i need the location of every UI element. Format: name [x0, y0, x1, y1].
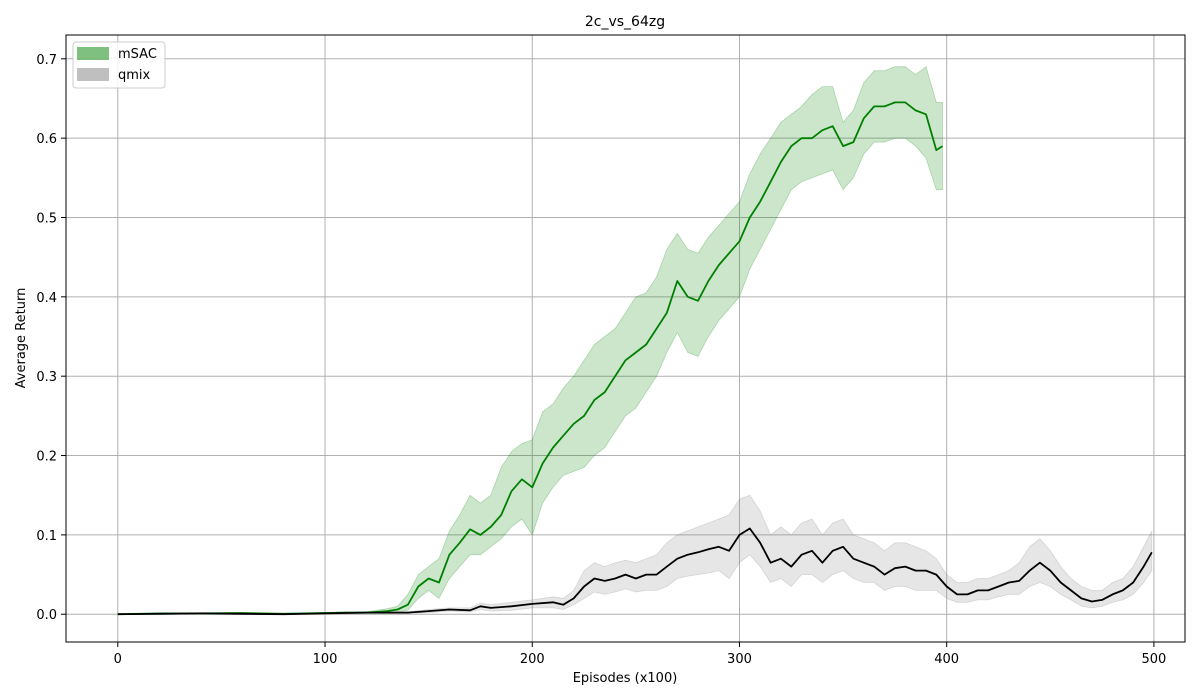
- legend-label-qmix: qmix: [118, 68, 151, 83]
- x-tick-label: 400: [934, 652, 959, 667]
- y-tick-label: 0.5: [36, 211, 57, 226]
- legend-swatch-qmix: [77, 68, 109, 81]
- x-tick-label: 100: [313, 652, 338, 667]
- x-tick-label: 500: [1142, 652, 1167, 667]
- y-tick-label: 0.4: [36, 291, 57, 306]
- y-tick-label: 0.1: [36, 529, 57, 544]
- x-axis-ticks: 0 100 200 300 400 500: [114, 642, 1167, 667]
- y-tick-label: 0.3: [36, 370, 57, 385]
- x-tick-label: 200: [520, 652, 545, 667]
- confidence-bands: [117, 66, 1153, 615]
- msac-confidence-band: [117, 66, 943, 615]
- series-lines: [117, 101, 1153, 616]
- legend-label-msac: mSAC: [118, 47, 157, 62]
- grid-lines: [66, 35, 1185, 642]
- y-axis-ticks: 0.0 0.1 0.2 0.3 0.4 0.5 0.6 0.7: [36, 53, 66, 623]
- x-tick-label: 300: [727, 652, 752, 667]
- qmix-confidence-band: [117, 494, 1153, 615]
- qmix-mean-line: [117, 527, 1153, 616]
- y-axis-label: Average Return: [14, 288, 29, 389]
- plot-frame: [65, 34, 1186, 643]
- y-tick-label: 0.2: [36, 450, 57, 465]
- msac-mean-line: [117, 101, 943, 616]
- y-tick-label: 0.7: [36, 53, 57, 68]
- y-tick-label: 0.0: [36, 608, 57, 623]
- legend: mSAC qmix: [72, 41, 166, 89]
- legend-swatch-msac: [77, 47, 109, 60]
- x-axis-label: Episodes (x100): [573, 671, 678, 686]
- x-tick-label: 0: [114, 652, 122, 667]
- y-tick-label: 0.6: [36, 132, 57, 147]
- chart-title: 2c_vs_64zg: [585, 14, 665, 30]
